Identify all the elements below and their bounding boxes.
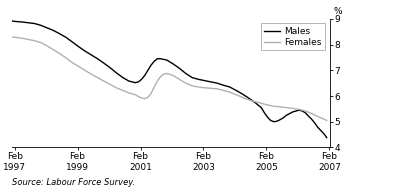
Males bbox=[58, 33, 62, 35]
Females bbox=[215, 88, 220, 90]
Females bbox=[324, 119, 329, 122]
Males bbox=[240, 93, 245, 95]
Line: Males: Males bbox=[12, 21, 327, 138]
Males bbox=[324, 136, 329, 139]
Females bbox=[26, 38, 31, 41]
Females bbox=[102, 80, 106, 82]
Females bbox=[221, 89, 226, 91]
Males bbox=[202, 79, 207, 82]
Line: Females: Females bbox=[12, 37, 327, 120]
Males bbox=[177, 67, 182, 69]
Females bbox=[146, 96, 150, 98]
Males bbox=[152, 60, 156, 62]
Males bbox=[234, 89, 239, 91]
Males bbox=[10, 20, 14, 22]
Females bbox=[19, 37, 24, 39]
Text: Source: Labour Force Survey.: Source: Labour Force Survey. bbox=[12, 178, 135, 187]
Females bbox=[10, 36, 14, 38]
Legend: Males, Females: Males, Females bbox=[260, 23, 325, 50]
Text: %: % bbox=[333, 7, 342, 16]
